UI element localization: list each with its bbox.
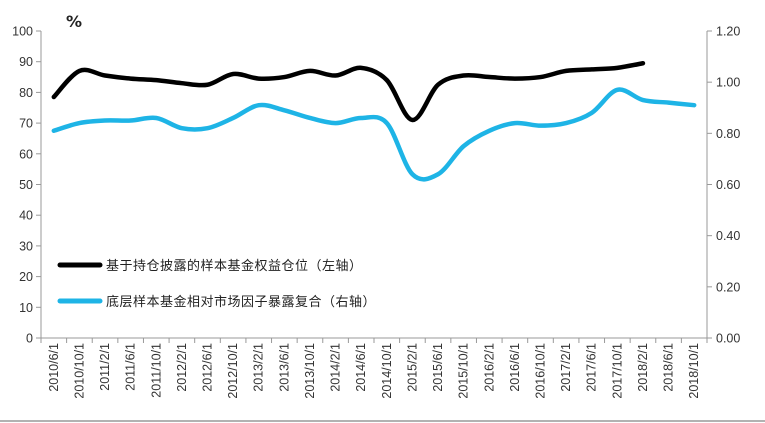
x-tick-label: 2016/10/1 [534, 343, 548, 399]
left-axis-ticks: 0 10 20 30 40 50 60 70 80 90 100 [12, 25, 41, 346]
x-tick-label: 2015/6/1 [431, 343, 445, 392]
x-tick-label: 2018/6/1 [662, 343, 676, 392]
left-tick-label: 0 [26, 332, 33, 346]
left-tick-label: 40 [19, 209, 33, 223]
x-tick-label: 2013/10/1 [303, 343, 317, 399]
x-tick-label: 2017/2/1 [559, 343, 573, 392]
left-tick-label: 90 [19, 55, 33, 69]
left-tick-label: 60 [19, 147, 33, 161]
x-tick-label: 2011/6/1 [124, 343, 138, 391]
x-tick-label: 2010/6/1 [47, 343, 61, 392]
x-tick-label: 2011/2/1 [98, 343, 112, 391]
x-tick-label: 2014/10/1 [380, 343, 394, 399]
x-tick-label: 2012/10/1 [226, 343, 240, 399]
x-tick-label: 2018/10/1 [687, 343, 701, 399]
x-tick-label: 2015/2/1 [405, 343, 419, 392]
right-tick-label: 1.20 [716, 25, 740, 39]
x-tick-label: 2012/2/1 [175, 343, 189, 392]
left-tick-label: 80 [19, 86, 33, 100]
right-tick-label: 0.20 [716, 280, 740, 294]
x-tick-label: 2013/2/1 [252, 343, 266, 392]
left-tick-label: 10 [19, 301, 33, 315]
x-tick-label: 2014/6/1 [354, 343, 368, 392]
left-tick-label: 70 [19, 117, 33, 131]
right-axis-ticks: 0.00 0.20 0.40 0.60 0.80 1.00 1.20 [707, 25, 740, 346]
left-tick-label: 100 [12, 25, 33, 39]
x-tick-label: 2018/2/1 [636, 343, 650, 392]
x-tick-label: 2013/6/1 [277, 343, 291, 392]
left-tick-label: 30 [19, 239, 33, 253]
x-tick-label: 2016/2/1 [482, 343, 496, 392]
x-tick-label: 2015/10/1 [457, 343, 471, 399]
right-tick-label: 0.60 [716, 178, 740, 192]
x-axis-ticks: 2010/6/1 2010/10/1 2011/2/1 2011/6/1 2011/10… [40, 338, 708, 399]
legend-label-series-1: 基于持仓披露的样本基金权益仓位（左轴） [106, 258, 363, 274]
left-tick-label: 50 [19, 178, 33, 192]
right-tick-label: 0.80 [716, 127, 740, 141]
x-tick-label: 2010/10/1 [72, 343, 86, 399]
x-tick-label: 2017/6/1 [585, 343, 599, 392]
legend: 基于持仓披露的样本基金权益仓位（左轴） 底层样本基金相对市场因子暴露复合（右轴） [57, 258, 376, 310]
x-tick-label: 2012/6/1 [201, 343, 215, 392]
left-tick-label: 20 [19, 270, 33, 284]
unit-label: % [66, 12, 82, 31]
x-tick-label: 2011/10/1 [149, 343, 163, 398]
x-tick-label: 2016/6/1 [508, 343, 522, 392]
legend-label-series-2: 底层样本基金相对市场因子暴露复合（右轴） [106, 294, 376, 310]
right-tick-label: 0.40 [716, 229, 740, 243]
series-line-1 [51, 60, 646, 123]
series-lines [51, 60, 697, 182]
x-tick-label: 2014/2/1 [329, 343, 343, 392]
right-tick-label: 1.00 [716, 76, 740, 90]
series-line-2 [51, 87, 697, 182]
x-tick-label: 2017/10/1 [610, 343, 624, 399]
right-tick-label: 0.00 [716, 332, 740, 346]
